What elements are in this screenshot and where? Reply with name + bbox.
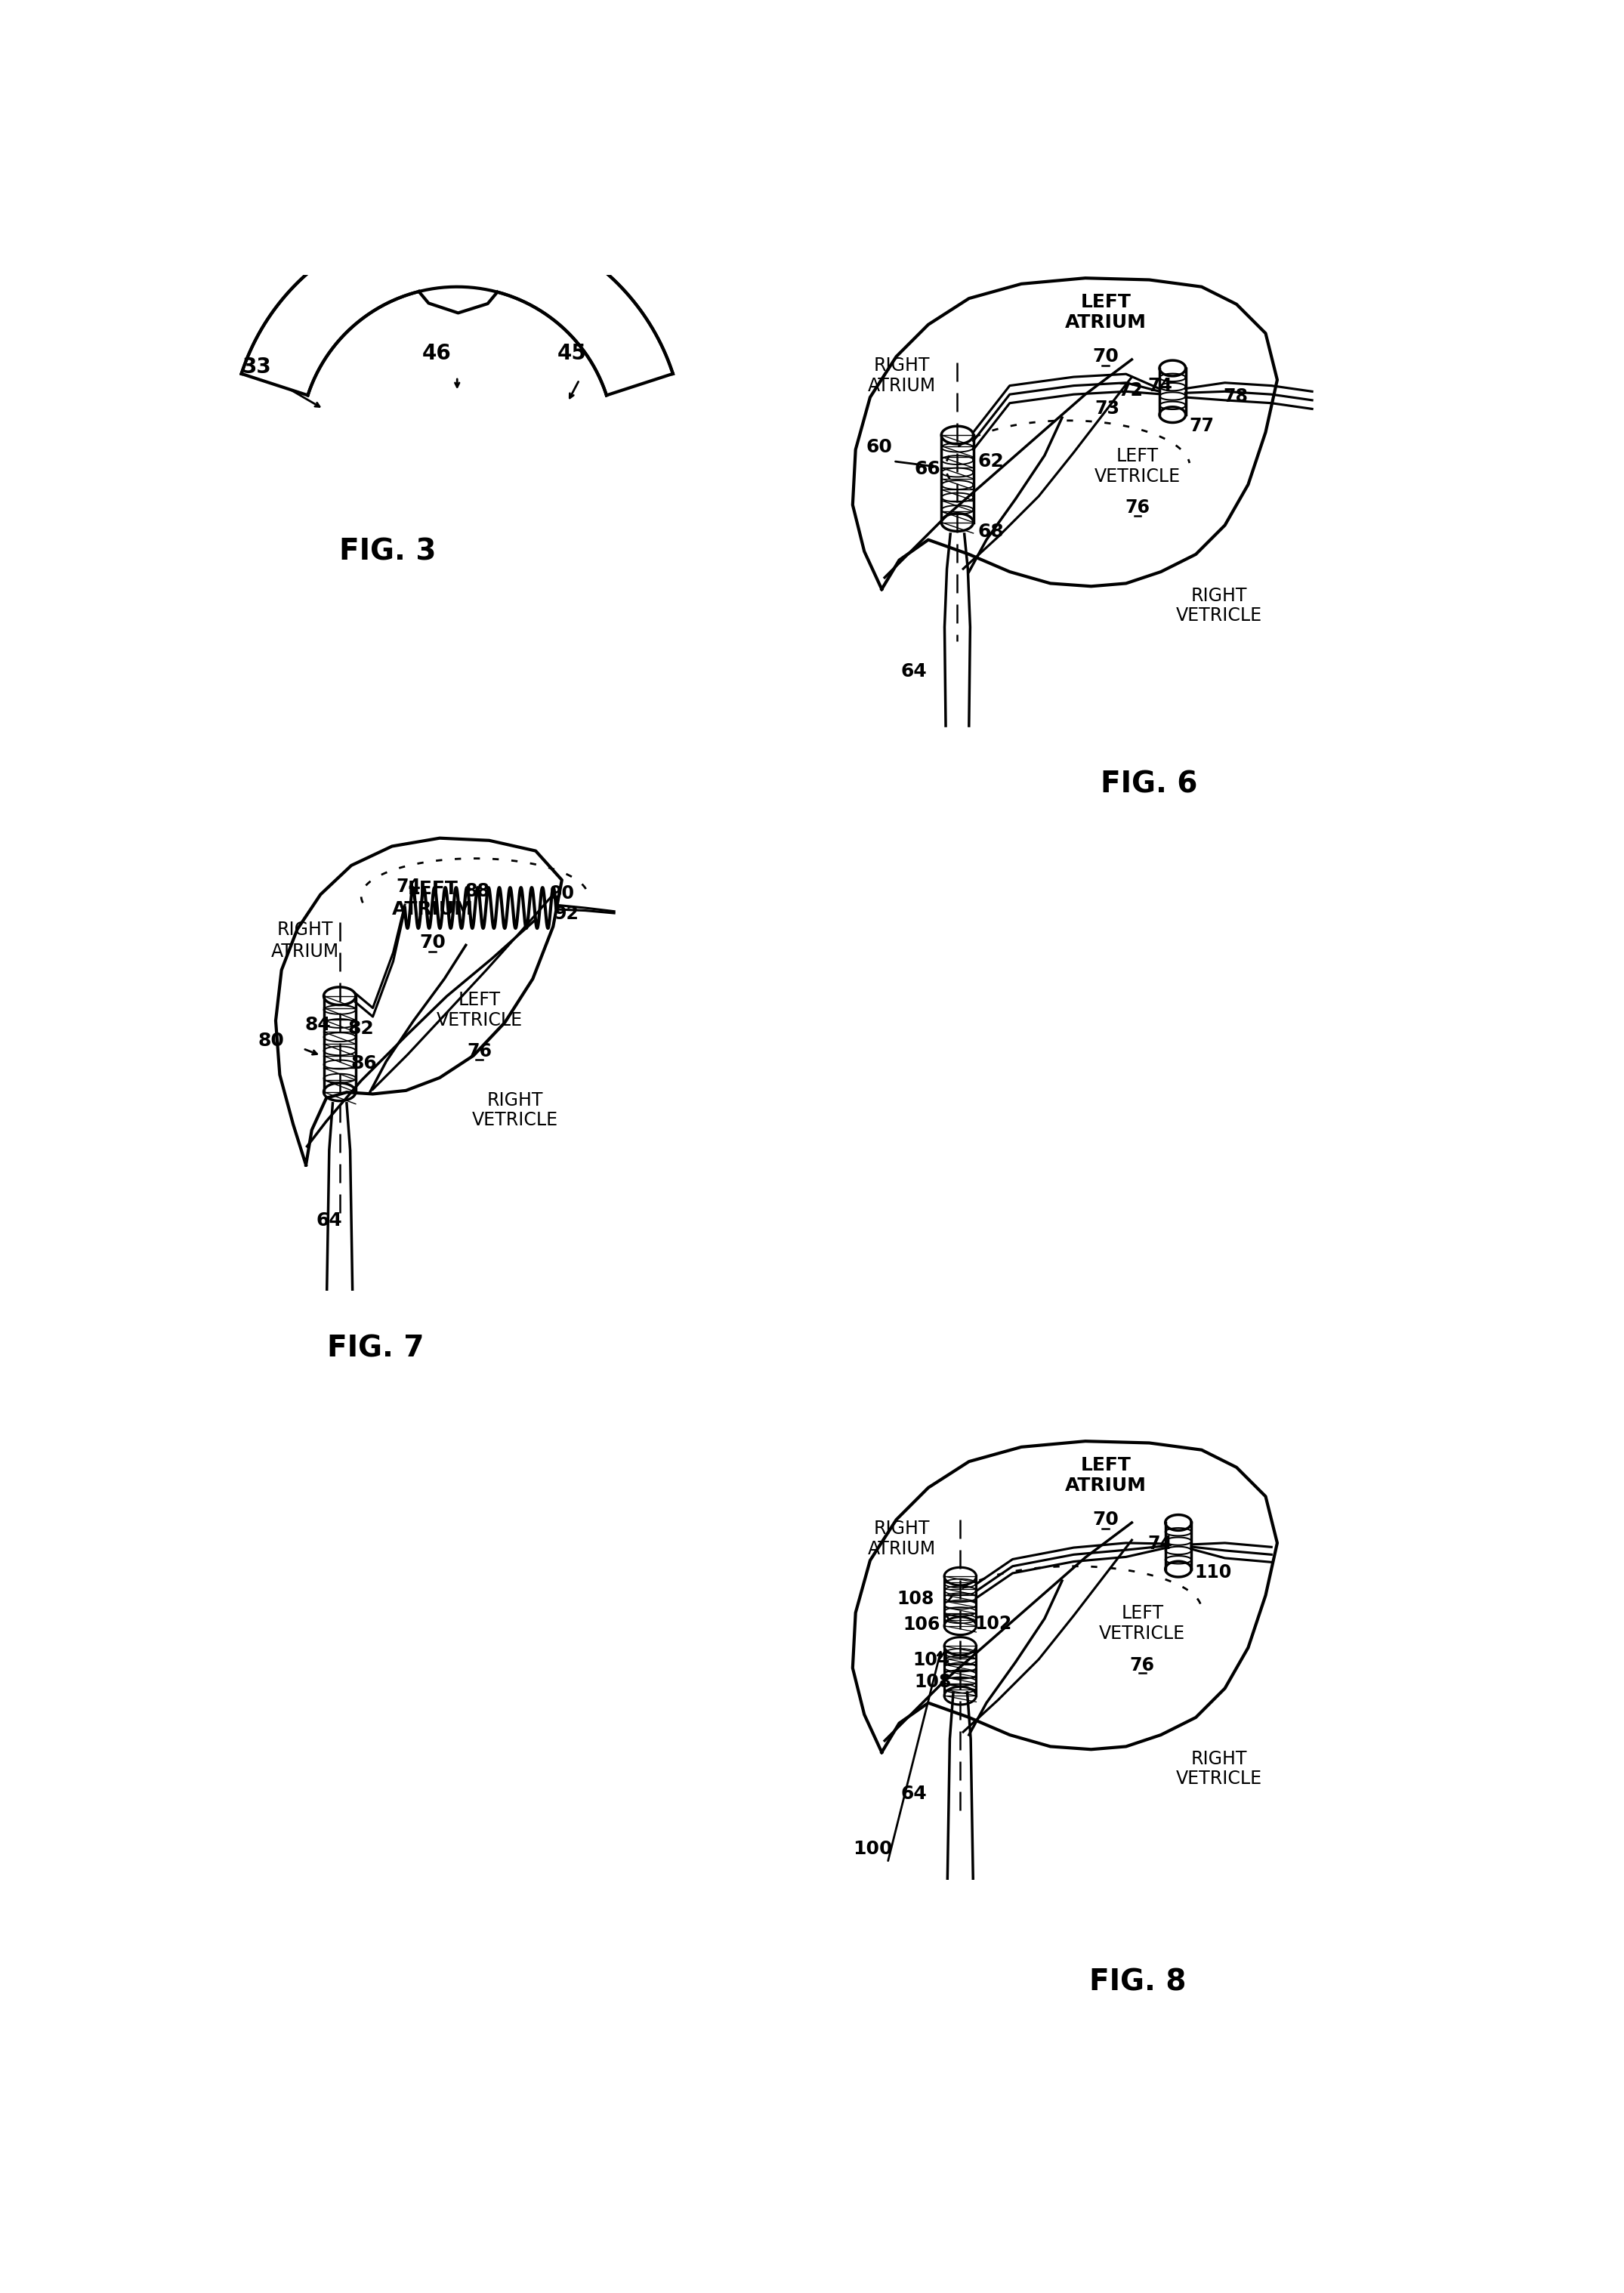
Text: 102: 102: [974, 1614, 1012, 1633]
Text: RIGHT: RIGHT: [874, 358, 931, 374]
Text: 110: 110: [1195, 1564, 1233, 1582]
Text: 108: 108: [896, 1589, 934, 1607]
Text: 88: 88: [464, 883, 490, 901]
Text: 108: 108: [914, 1674, 952, 1690]
Text: 72: 72: [1119, 381, 1143, 399]
Text: 100: 100: [853, 1839, 893, 1857]
Text: LEFT: LEFT: [458, 991, 500, 1009]
Text: ATRIUM: ATRIUM: [869, 376, 935, 394]
Text: ATRIUM: ATRIUM: [869, 1541, 935, 1559]
Text: VETRICLE: VETRICLE: [1176, 1770, 1262, 1789]
Text: FIG. 8: FIG. 8: [1090, 1967, 1186, 1997]
Text: RIGHT: RIGHT: [874, 1520, 931, 1539]
Text: VETRICLE: VETRICLE: [437, 1011, 523, 1030]
Text: 33: 33: [242, 355, 271, 378]
Text: LEFT: LEFT: [1121, 1605, 1163, 1623]
Text: 76: 76: [1130, 1656, 1155, 1674]
Text: LEFT: LEFT: [1116, 447, 1160, 465]
Text: VETRICLE: VETRICLE: [1176, 608, 1262, 626]
Text: 104: 104: [913, 1651, 950, 1669]
Text: VETRICLE: VETRICLE: [1099, 1623, 1186, 1642]
Text: 45: 45: [557, 344, 586, 365]
Text: ATRIUM: ATRIUM: [1065, 1477, 1147, 1495]
Text: 80: 80: [258, 1032, 284, 1050]
Text: FIG. 6: FIG. 6: [1101, 770, 1199, 798]
Text: 64: 64: [901, 1784, 927, 1802]
Text: FIG. 3: FIG. 3: [339, 537, 435, 566]
Text: 73: 73: [1095, 399, 1121, 417]
Text: ATRIUM: ATRIUM: [391, 901, 474, 919]
Text: FIG. 7: FIG. 7: [326, 1335, 424, 1362]
Text: 66: 66: [914, 459, 940, 477]
Text: LEFT: LEFT: [1080, 1456, 1130, 1474]
Text: 74: 74: [1147, 376, 1173, 394]
Text: 70: 70: [1093, 1511, 1119, 1529]
Text: 84: 84: [304, 1016, 331, 1034]
Text: 68: 68: [978, 523, 1004, 541]
Text: 74: 74: [396, 878, 421, 894]
Text: RIGHT: RIGHT: [487, 1091, 544, 1110]
Text: 82: 82: [348, 1020, 374, 1039]
Text: 86: 86: [351, 1055, 377, 1073]
Text: 74: 74: [1147, 1534, 1173, 1552]
Text: RIGHT: RIGHT: [1190, 587, 1247, 605]
Text: ATRIUM: ATRIUM: [1065, 314, 1147, 330]
Text: 77: 77: [1189, 417, 1215, 436]
Text: 92: 92: [554, 906, 578, 924]
Text: LEFT: LEFT: [1080, 294, 1130, 312]
Text: 60: 60: [866, 438, 892, 456]
Text: 90: 90: [549, 885, 575, 903]
Text: 76: 76: [466, 1043, 492, 1062]
Text: VETRICLE: VETRICLE: [473, 1112, 559, 1128]
Text: 64: 64: [901, 663, 927, 681]
Text: LEFT: LEFT: [408, 881, 458, 899]
Text: 106: 106: [903, 1617, 940, 1635]
Text: RIGHT: RIGHT: [276, 922, 333, 940]
Text: VETRICLE: VETRICLE: [1095, 468, 1181, 486]
Text: 70: 70: [419, 933, 447, 952]
Text: 64: 64: [317, 1211, 343, 1229]
Text: 78: 78: [1223, 388, 1247, 406]
Text: RIGHT: RIGHT: [1190, 1750, 1247, 1768]
Text: 76: 76: [1125, 498, 1150, 516]
Text: 46: 46: [422, 344, 451, 365]
Text: 70: 70: [1093, 349, 1119, 365]
Text: ATRIUM: ATRIUM: [271, 942, 339, 961]
Text: 62: 62: [978, 452, 1004, 470]
